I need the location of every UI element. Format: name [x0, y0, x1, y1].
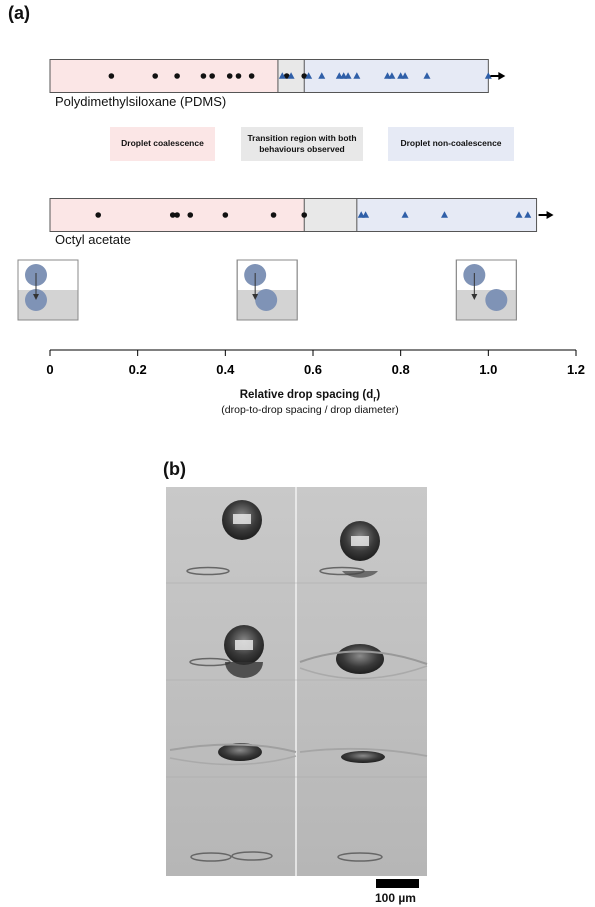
non-coalescence-point	[353, 72, 361, 79]
non-coalescence-point	[340, 72, 348, 79]
x-tick-label: 0.4	[216, 362, 235, 377]
coalescence-point	[95, 212, 102, 218]
legend-transition: Transition region with both behaviours o…	[241, 127, 363, 161]
x-tick-label: 0.6	[304, 362, 322, 377]
x-axis-title-close: )	[376, 389, 381, 401]
coalescence-point	[200, 73, 207, 79]
image-grid-frame	[166, 487, 427, 876]
x-axis-title: Relative drop spacing (dr)	[150, 389, 470, 403]
schematic-border	[455, 259, 517, 321]
coalescence-point	[270, 212, 277, 218]
x-tick-label: 1.0	[479, 362, 497, 377]
band-outline	[49, 198, 538, 232]
schematic-border	[236, 259, 298, 321]
x-tick-label: 0	[46, 362, 53, 377]
non-coalescence-point	[484, 72, 492, 79]
scale-bar-label: 100 µm	[375, 891, 416, 905]
x-tick-label: 0.8	[392, 362, 410, 377]
non-coalescence-point	[357, 211, 365, 218]
x-tick-label: 1.2	[567, 362, 585, 377]
coalescence-point	[283, 73, 290, 79]
series-label-pdms: Polydimethylsiloxane (PDMS)	[55, 94, 227, 109]
coalescence-point	[235, 73, 242, 79]
non-coalescence-point	[397, 72, 405, 79]
non-coalescence-point	[305, 72, 313, 79]
schematic-bottom-drop	[485, 289, 508, 311]
non-coalescence-point	[401, 72, 409, 79]
band-transition	[304, 198, 357, 232]
non-coalescence-point	[335, 72, 343, 79]
non-coalescence-point	[388, 72, 396, 79]
schematic-border	[17, 259, 79, 321]
series-label-octyl: Octyl acetate	[55, 232, 131, 247]
coalescence-point	[169, 212, 176, 218]
non-coalescence-point	[515, 211, 523, 218]
non-coalescence-point	[524, 211, 532, 218]
continuation-arrow-head	[498, 72, 506, 80]
non-coalescence-point	[423, 72, 431, 79]
non-coalescence-point	[362, 211, 370, 218]
coalescence-point	[301, 212, 308, 218]
panel-b-label: (b)	[163, 459, 186, 479]
non-coalescence-point	[278, 72, 286, 79]
x-axis-note: (drop-to-drop spacing / drop diameter)	[221, 404, 399, 416]
non-coalescence-point	[401, 211, 409, 218]
schematic-arrow-head	[33, 294, 39, 300]
legend-non-coalescence: Droplet non-coalescence	[388, 127, 514, 161]
continuation-arrow-head	[546, 211, 554, 219]
band-non-coalescence	[356, 198, 537, 232]
schematic-bottom-drop	[255, 289, 278, 311]
drop-spacing-chart: 0 0.2 0.4 0.6 0.8 1.0 1.2	[17, 59, 585, 377]
frame-1	[186, 500, 262, 576]
legend-coalescence: Droplet coalescence	[110, 127, 215, 161]
schematic-arrow-head	[471, 294, 478, 300]
coalescence-point	[152, 73, 158, 79]
non-coalescence-point	[441, 211, 448, 218]
frame-5	[169, 743, 297, 766]
non-coalescence-point	[318, 72, 326, 79]
schematic-arrow-head	[252, 294, 259, 300]
non-coalescence-point	[287, 72, 295, 79]
scale-bar	[376, 879, 419, 888]
frame-4	[299, 644, 428, 680]
band-non-coalescence	[304, 59, 489, 93]
coalescence-point	[174, 212, 180, 218]
frame-8	[337, 852, 383, 862]
x-axis-title-main: Relative drop spacing (d	[239, 389, 374, 401]
non-coalescence-point	[344, 72, 352, 79]
x-axis-title-sub: r	[373, 394, 377, 404]
panel-a-label: (a)	[8, 3, 30, 23]
coalescence-point	[174, 73, 180, 79]
frame-7	[190, 851, 273, 862]
coalescence-point	[301, 73, 308, 79]
frame-3	[189, 625, 264, 678]
coalescence-point	[226, 73, 233, 79]
coalescence-point	[187, 212, 194, 218]
coalescence-point	[108, 73, 115, 79]
frame-2	[319, 521, 380, 578]
schematic-bath	[456, 290, 517, 320]
non-coalescence-point	[384, 72, 392, 79]
coalescence-point	[222, 212, 229, 218]
coalescence-point	[248, 73, 255, 79]
x-tick-label: 0.2	[129, 362, 147, 377]
coalescence-point	[209, 73, 215, 79]
frame-6	[299, 747, 428, 763]
